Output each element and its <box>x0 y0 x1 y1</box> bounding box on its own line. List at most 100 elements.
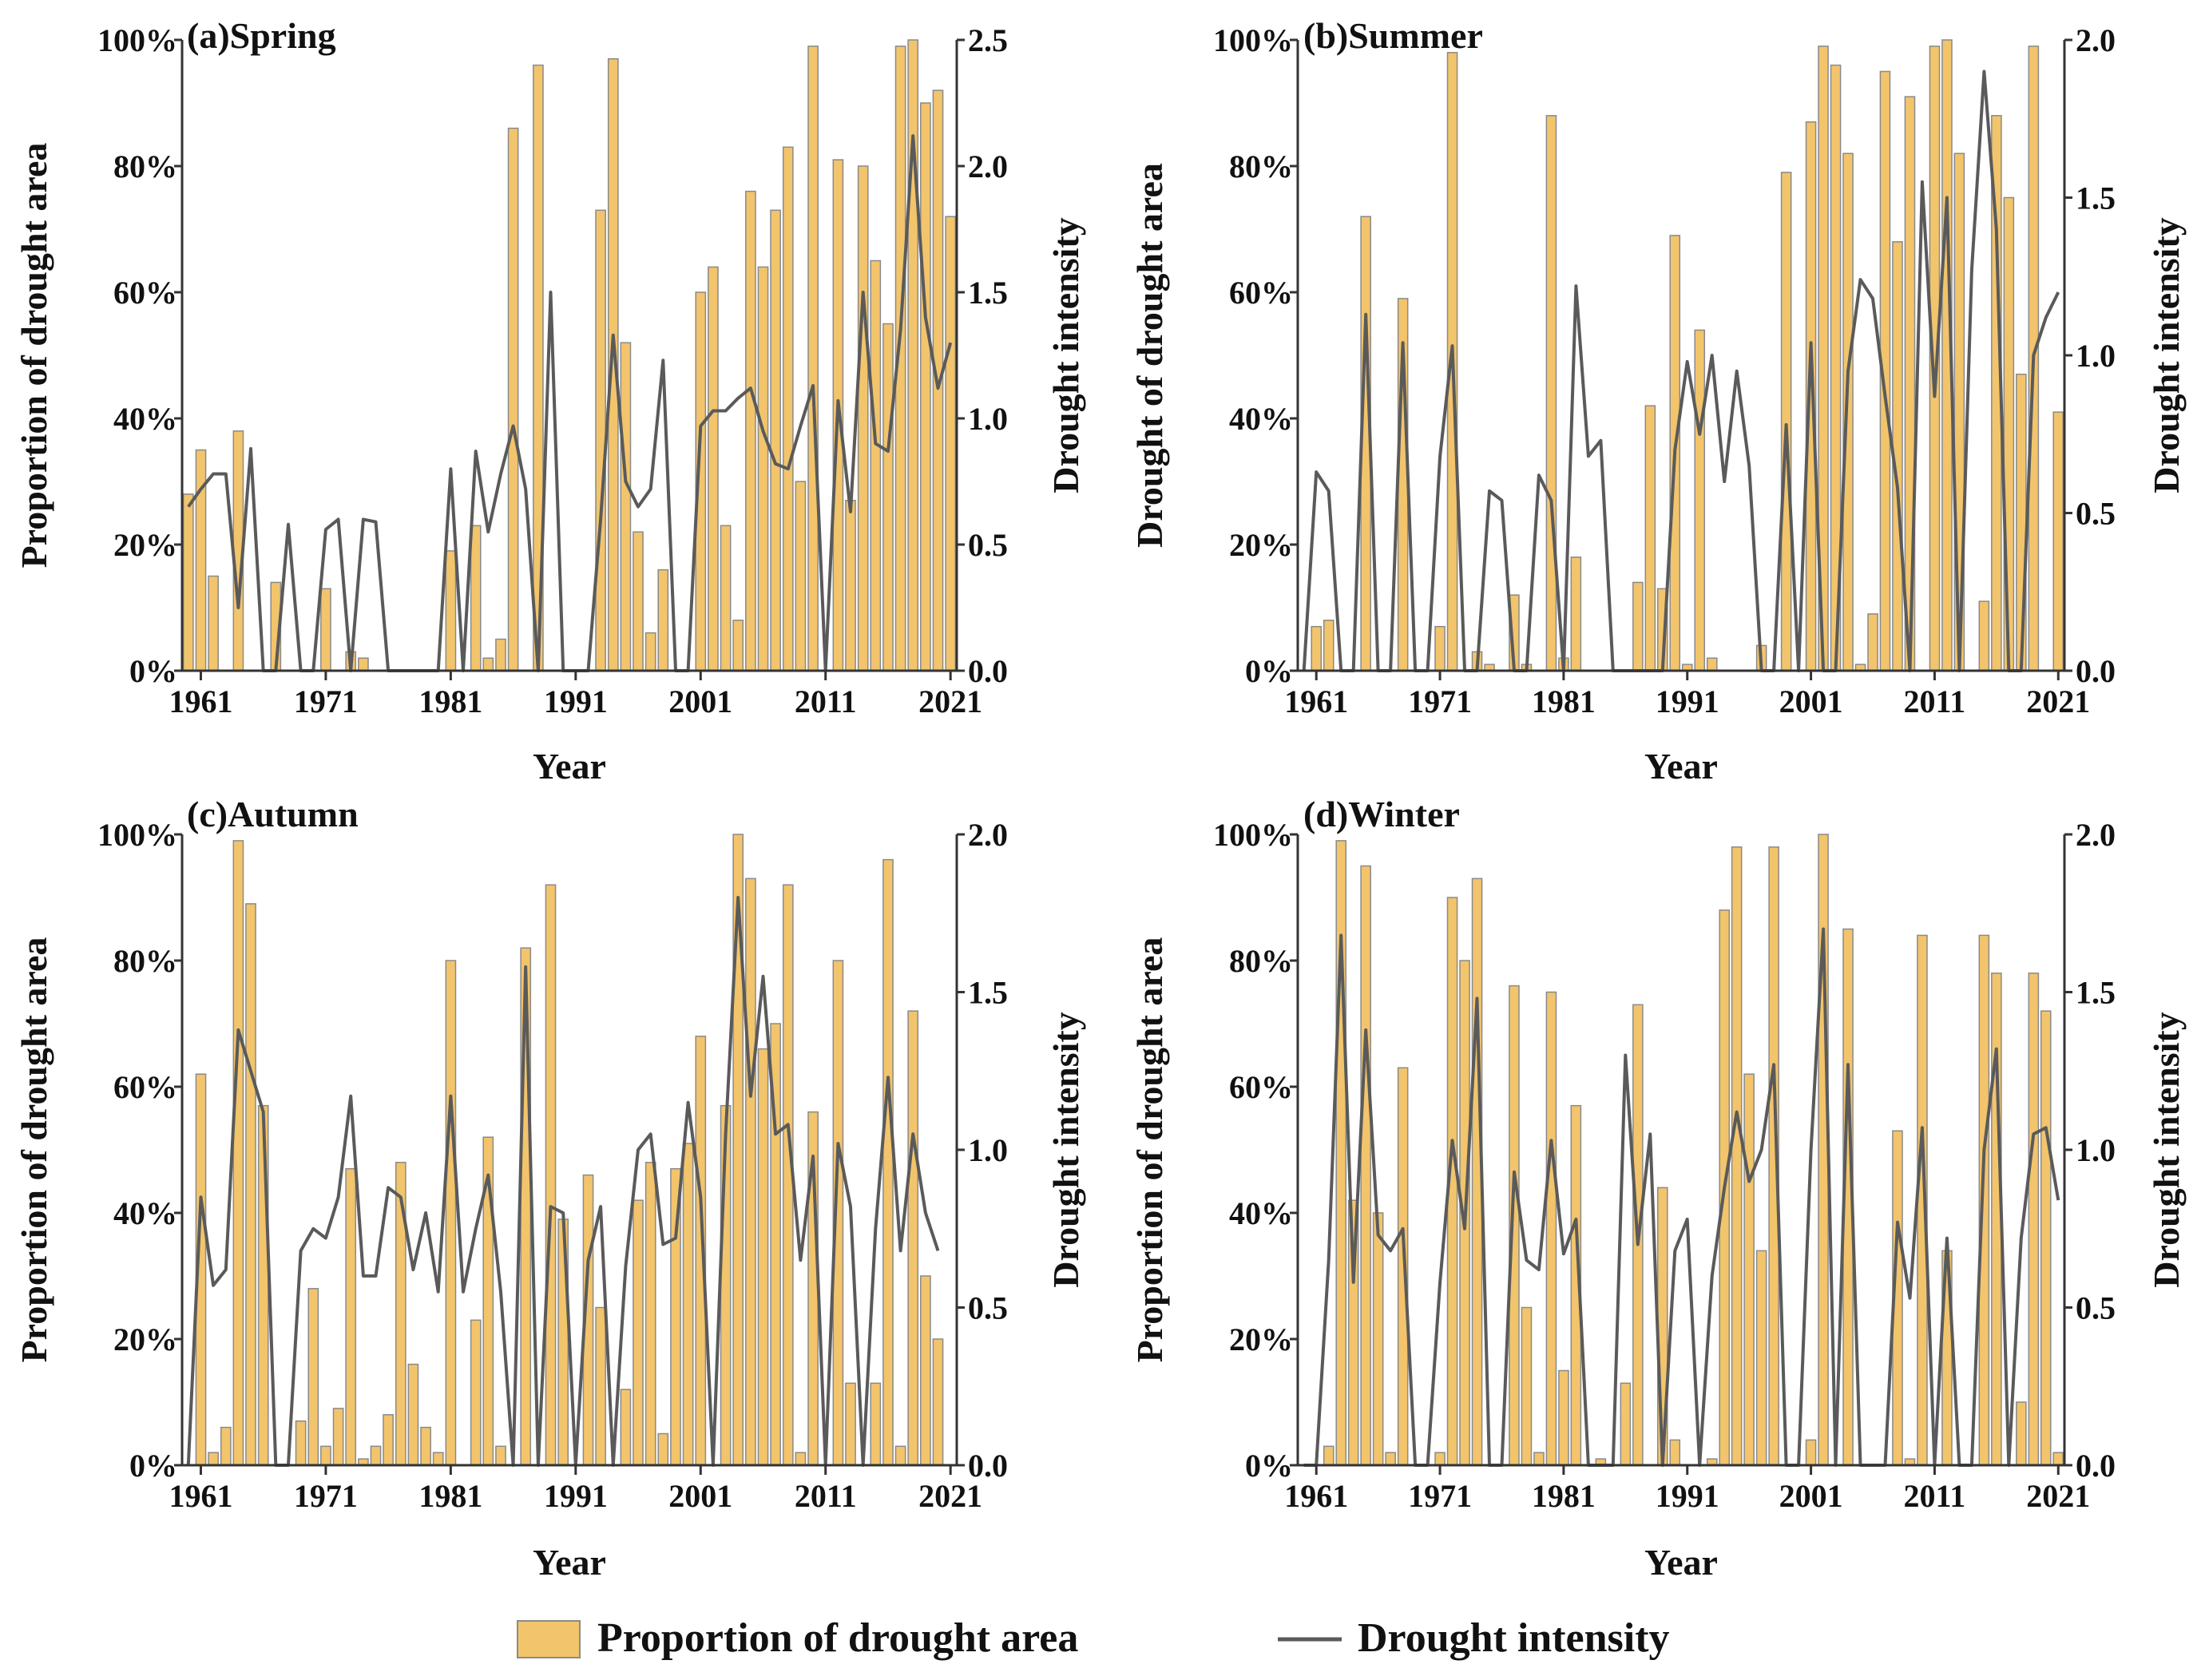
intensity-line <box>1303 927 2060 1467</box>
x-tick-label: 1971 <box>1408 1478 1472 1514</box>
bar-1978 <box>1521 1306 1533 1466</box>
left-tick-label: 20% <box>1229 527 1293 563</box>
bar-1996 <box>633 1199 644 1466</box>
right-tick-label: 2.0 <box>968 149 1008 184</box>
x-tick-label: 2001 <box>1779 1478 1843 1514</box>
bar-series <box>182 39 957 672</box>
left-tick-label: 60% <box>1229 1069 1293 1105</box>
bar-1996 <box>1743 1073 1755 1466</box>
x-tick-label: 1991 <box>1656 683 1719 719</box>
bar-2019 <box>920 1275 931 1466</box>
left-tick-label: 60% <box>113 1069 177 1105</box>
left-tick-label: 60% <box>113 275 177 311</box>
x-tick-label: 2001 <box>668 1478 732 1514</box>
x-tick-label: 2021 <box>2026 683 2090 719</box>
x-tick-label: 1991 <box>1656 1478 1719 1514</box>
right-tick-label: 1.5 <box>2076 975 2116 1011</box>
x-tick-label: 2001 <box>668 683 732 719</box>
bar-1967 <box>1385 1452 1396 1466</box>
bar-1986 <box>1620 1382 1632 1466</box>
bar-1971 <box>320 1445 331 1466</box>
bar-1995 <box>1731 846 1743 1466</box>
left-axis-title: Proportion of drought area <box>1129 937 1170 1363</box>
x-tick-label: 1961 <box>169 1478 232 1514</box>
bar-1980 <box>1545 991 1557 1466</box>
bar-1980 <box>1545 115 1557 672</box>
bar-2021 <box>2052 411 2064 672</box>
bar-1987 <box>1632 581 1644 672</box>
bar-2006 <box>1867 613 1878 672</box>
bar-1998 <box>657 1432 669 1466</box>
left-tick-label: 100% <box>1213 22 1293 58</box>
panel-title: (b)Summer <box>1303 15 1483 56</box>
bar-2009 <box>795 481 807 672</box>
bar-1983 <box>470 1319 482 1466</box>
intensity-line <box>186 896 940 1467</box>
x-tick-label: 2011 <box>795 683 857 719</box>
x-tick-label: 2011 <box>795 1478 857 1514</box>
bar-2018 <box>2016 373 2027 672</box>
panel-summer: (b)Summer Year Drought of drought area D… <box>1129 15 2187 787</box>
bar-1964 <box>232 840 244 1466</box>
left-tick-label: 40% <box>113 1195 177 1231</box>
x-tick-label: 1981 <box>1532 1478 1596 1514</box>
bar-1965 <box>1360 865 1371 1466</box>
bar-2015 <box>870 260 882 672</box>
bar-2014 <box>857 165 869 672</box>
left-tick-label: 0% <box>1245 1448 1293 1484</box>
bar-1990 <box>1669 1439 1681 1466</box>
bar-2017 <box>894 1445 906 1466</box>
bar-1993 <box>1706 657 1718 672</box>
legend-bar-swatch <box>517 1620 581 1658</box>
bar-1962 <box>1323 1445 1335 1466</box>
right-tick-label: 1.0 <box>968 1132 1008 1168</box>
right-tick-label: 2.5 <box>968 22 1008 58</box>
right-axis-title: Drought intensity <box>2146 217 2187 493</box>
bar-1984 <box>482 657 494 672</box>
axes: 1961 1971 1981 1991 2001 2011 2021 0% 20% 40% 60% 8… <box>1213 817 2116 1514</box>
bar-2002 <box>708 266 719 672</box>
x-tick-label: 1971 <box>294 1478 358 1514</box>
x-tick-label: 1971 <box>294 683 358 719</box>
bar-2016 <box>1991 973 2002 1466</box>
x-tick-label: 2021 <box>2026 1478 2090 1514</box>
right-tick-label: 1.0 <box>2076 1132 2116 1168</box>
panel-title: (c)Autumn <box>187 794 359 834</box>
bar-1974 <box>358 657 369 672</box>
bar-2021 <box>945 216 957 672</box>
bar-1969 <box>295 1420 307 1466</box>
bar-1966 <box>1372 1212 1384 1466</box>
panel-winter: (d)Winter Year Proportion of drought are… <box>1129 794 2187 1583</box>
right-tick-label: 2.0 <box>2076 817 2116 853</box>
bar-2019 <box>920 102 931 672</box>
bar-1979 <box>1533 1452 1545 1466</box>
panel-title: (d)Winter <box>1303 794 1460 834</box>
bar-1996 <box>633 531 644 672</box>
right-axis-title: Drought intensity <box>2146 1012 2187 1287</box>
bar-2021 <box>2052 1452 2064 1466</box>
axes: 1961 1971 1981 1991 2001 2011 2021 0% 20% 40% 60% 8… <box>1213 22 2116 719</box>
bar-1995 <box>620 342 632 672</box>
right-tick-label: 1.0 <box>2076 338 2116 374</box>
x-axis-title: Year <box>1644 746 1718 787</box>
bar-1979 <box>420 1426 431 1466</box>
right-tick-label: 0.5 <box>968 1290 1008 1326</box>
bar-2008 <box>782 146 794 672</box>
x-axis-title: Year <box>1644 1542 1718 1583</box>
x-axis-title: Year <box>533 1542 606 1583</box>
left-tick-label: 20% <box>113 527 177 563</box>
x-tick-label: 1981 <box>418 1478 482 1514</box>
bar-1965 <box>245 903 256 1466</box>
bar-1985 <box>495 1445 506 1466</box>
bar-1997 <box>644 1162 656 1466</box>
x-tick-label: 1981 <box>1532 683 1596 719</box>
x-tick-label: 1961 <box>1284 1478 1348 1514</box>
x-tick-label: 2021 <box>918 683 982 719</box>
left-tick-label: 80% <box>113 149 177 184</box>
bar-1971 <box>1434 1452 1446 1466</box>
bar-2004 <box>1842 153 1854 672</box>
x-tick-label: 2011 <box>1904 1478 1966 1514</box>
bar-2009 <box>795 1452 807 1466</box>
bar-1986 <box>507 127 519 672</box>
